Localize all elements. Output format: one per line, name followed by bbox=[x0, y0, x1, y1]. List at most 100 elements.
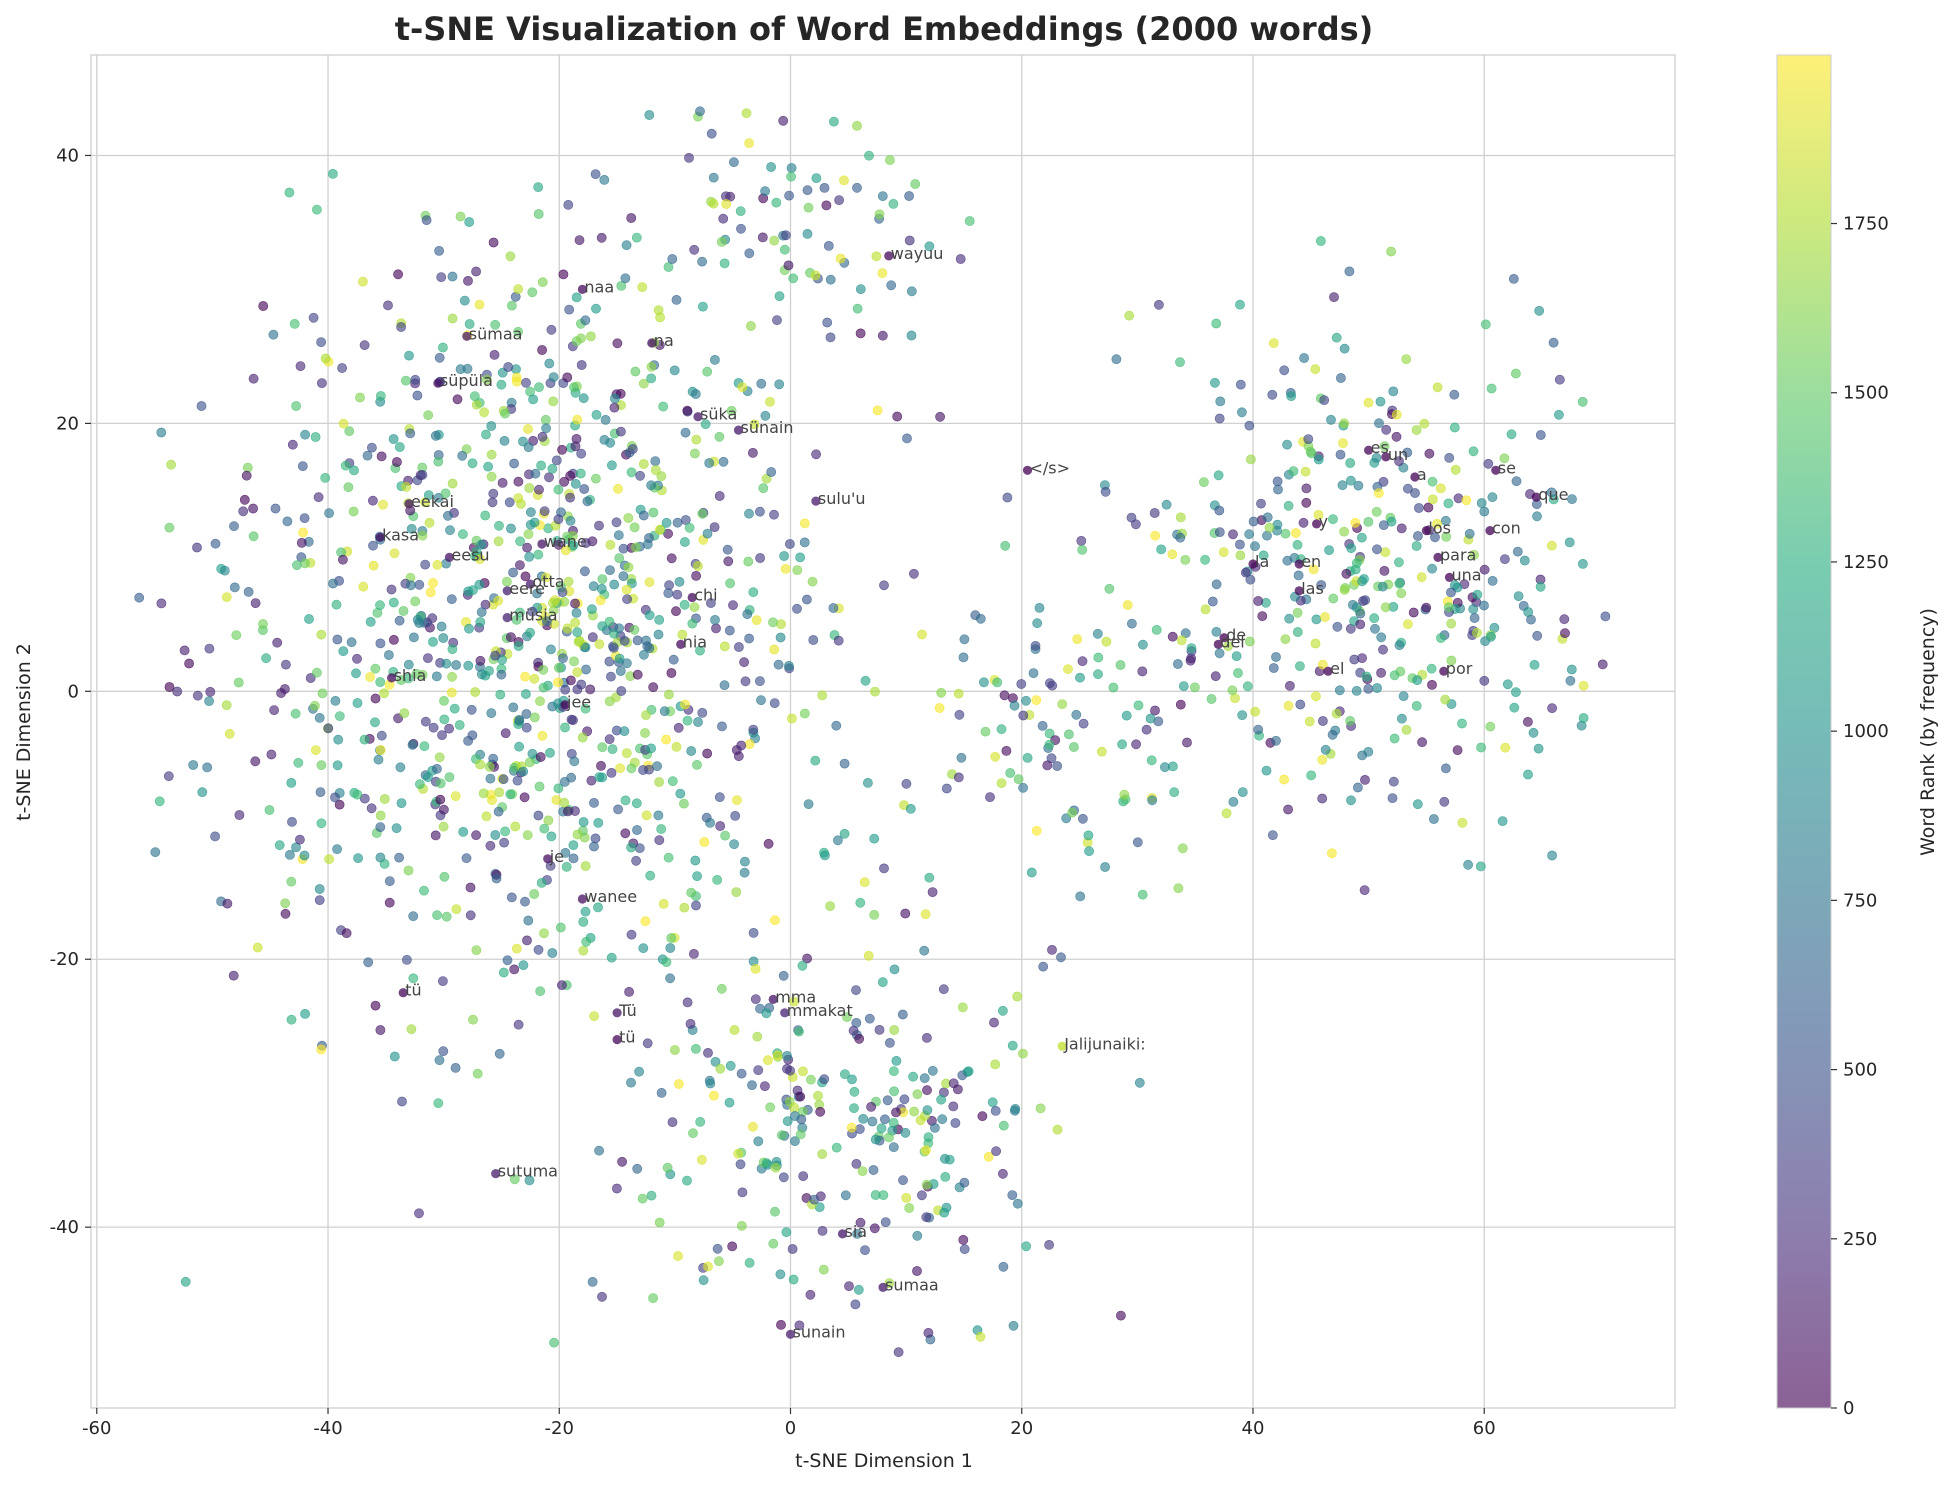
scatter-point bbox=[998, 1120, 1009, 1131]
word-label: de bbox=[1226, 626, 1246, 645]
annotated-point bbox=[375, 532, 385, 542]
scatter-point bbox=[622, 594, 632, 605]
scatter-point bbox=[412, 390, 423, 401]
scatter-point bbox=[1141, 724, 1152, 735]
scatter-point bbox=[295, 361, 306, 371]
scatter-point bbox=[919, 1073, 930, 1084]
annotated-point bbox=[1294, 586, 1304, 596]
scatter-point bbox=[599, 434, 610, 445]
scatter-point bbox=[150, 847, 161, 858]
scatter-point bbox=[563, 199, 574, 210]
scatter-point bbox=[1199, 477, 1209, 487]
scatter-point bbox=[1288, 466, 1299, 476]
scatter-point bbox=[726, 405, 737, 416]
scatter-point bbox=[1291, 528, 1301, 538]
scatter-point bbox=[732, 795, 742, 805]
scatter-point bbox=[782, 1064, 792, 1074]
x-tick-label: 60 bbox=[1473, 1418, 1496, 1439]
scatter-point bbox=[1175, 699, 1186, 710]
scatter-point bbox=[854, 1124, 865, 1135]
scatter-point bbox=[782, 1116, 793, 1127]
scatter-point bbox=[1353, 480, 1364, 491]
scatter-point bbox=[668, 654, 679, 665]
scatter-point bbox=[604, 616, 615, 627]
scatter-point bbox=[595, 595, 606, 606]
scatter-point bbox=[1500, 742, 1511, 753]
scatter-point bbox=[222, 898, 233, 909]
scatter-point bbox=[1332, 621, 1343, 632]
scatter-point bbox=[885, 155, 895, 165]
scatter-point bbox=[481, 811, 492, 822]
scatter-point bbox=[782, 1051, 792, 1061]
scatter-point bbox=[455, 211, 466, 222]
scatter-point bbox=[1535, 581, 1546, 592]
scatter-point bbox=[1547, 703, 1557, 714]
grid bbox=[91, 55, 1675, 1408]
scatter-point bbox=[365, 672, 375, 682]
scatter-point bbox=[1115, 660, 1126, 670]
scatter-point bbox=[1559, 614, 1570, 625]
scatter-point bbox=[922, 1105, 933, 1115]
scatter-point bbox=[1429, 814, 1439, 824]
scatter-point bbox=[1391, 431, 1402, 442]
scatter-point bbox=[977, 1111, 988, 1122]
scatter-point bbox=[234, 810, 245, 820]
scatter-point bbox=[1154, 299, 1164, 310]
scatter-point bbox=[370, 1000, 381, 1011]
scatter-point bbox=[1468, 604, 1479, 615]
scatter-point bbox=[706, 598, 716, 608]
scatter-point bbox=[400, 375, 411, 386]
scatter-point bbox=[424, 517, 435, 528]
scatter-point bbox=[1468, 446, 1479, 457]
scatter-point bbox=[570, 441, 581, 452]
scatter-point bbox=[716, 236, 727, 247]
scatter-point bbox=[1268, 663, 1279, 673]
scatter-point bbox=[600, 414, 611, 425]
scatter-point bbox=[614, 623, 624, 634]
scatter-point bbox=[721, 199, 732, 209]
scatter-point bbox=[1012, 1198, 1023, 1209]
scatter-point bbox=[430, 830, 441, 841]
scatter-point bbox=[664, 689, 674, 700]
scatter-point bbox=[989, 1017, 999, 1028]
scatter-point bbox=[618, 571, 629, 582]
scatter-point bbox=[776, 619, 786, 630]
scatter-point bbox=[596, 232, 607, 243]
scatter-point bbox=[388, 635, 399, 645]
scatter-point bbox=[586, 331, 596, 342]
scatter-point bbox=[163, 771, 174, 782]
scatter-point bbox=[774, 379, 785, 390]
scatter-point bbox=[438, 804, 449, 815]
scatter-point bbox=[316, 760, 327, 771]
scatter-point bbox=[1396, 523, 1407, 534]
scatter-point bbox=[1214, 505, 1225, 516]
scatter-point bbox=[697, 256, 707, 267]
word-label: mma bbox=[775, 987, 816, 1006]
scatter-point bbox=[888, 1142, 899, 1153]
scatter-point bbox=[597, 742, 608, 753]
scatter-point bbox=[501, 576, 512, 587]
scatter-point bbox=[860, 675, 871, 686]
scatter-point bbox=[463, 660, 474, 671]
scatter-point bbox=[379, 688, 389, 699]
scatter-point bbox=[438, 821, 449, 832]
scatter-point bbox=[1440, 515, 1451, 526]
scatter-point bbox=[1304, 716, 1315, 727]
scatter-point bbox=[1292, 607, 1303, 618]
scatter-point bbox=[353, 853, 363, 863]
scatter-point bbox=[1326, 414, 1336, 425]
scatter-point bbox=[514, 741, 524, 752]
scatter-point bbox=[572, 627, 583, 638]
scatter-point bbox=[344, 426, 355, 436]
scatter-point bbox=[1221, 808, 1232, 819]
scatter-point bbox=[483, 461, 493, 472]
word-label: shia bbox=[394, 666, 427, 685]
scatter-point bbox=[228, 970, 239, 981]
scatter-point bbox=[1175, 512, 1186, 523]
word-label: nia bbox=[683, 632, 707, 651]
scatter-point bbox=[510, 821, 521, 832]
scatter-point bbox=[572, 829, 583, 840]
scatter-point bbox=[1483, 458, 1494, 469]
scatter-point bbox=[463, 586, 474, 597]
scatter-point bbox=[286, 876, 297, 887]
